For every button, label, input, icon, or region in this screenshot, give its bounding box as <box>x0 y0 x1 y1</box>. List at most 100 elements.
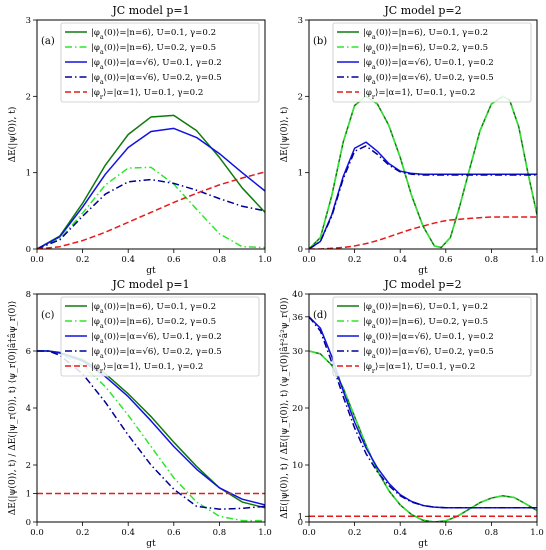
x-tick-label: 0.4 <box>121 528 135 538</box>
plot-frame <box>308 19 538 250</box>
y-tick-label: 2 <box>298 92 303 102</box>
x-tick-label: 0.0 <box>302 528 316 538</box>
x-tick-label: 0.2 <box>348 528 362 538</box>
legend-frame <box>332 296 532 377</box>
legend-frame <box>332 22 532 103</box>
x-axis-label: gt <box>418 266 428 276</box>
y-tick-label: 0 <box>298 245 303 255</box>
series-line-5 <box>309 216 537 249</box>
y-tick-label: 4 <box>26 404 31 414</box>
y-tick-label: 20 <box>292 404 303 414</box>
legend-label: |φa(0)⟩=|n=6⟩, U=0.2, γ=0.5 <box>91 42 216 56</box>
x-tick-label: 0.0 <box>30 255 44 265</box>
x-tick-label: 0.4 <box>393 255 407 265</box>
legend-label: |φr⟩=|α=1⟩, U=0.1, γ=0.2 <box>91 88 203 101</box>
panel-tag: (a) <box>41 36 55 47</box>
x-tick-label: 0.4 <box>121 255 135 265</box>
chart-panel-2: JC model p=2 0.0 0.2 0.4 0.6 0.8 1.0 0 1 2 3 gt ΔE(|… <box>279 4 544 276</box>
legend-label: |φa(0)⟩=|n=6⟩, U=0.1, γ=0.2 <box>91 27 216 41</box>
legend: |φa(0)⟩=|n=6⟩, U=0.1, γ=0.2|φa(0)⟩=|n=6⟩… <box>60 22 260 103</box>
plot-frame <box>36 19 266 250</box>
series-line-2 <box>309 350 537 522</box>
y-tick-label: 0 <box>298 518 303 528</box>
series-line-1 <box>309 350 537 522</box>
x-tick-label: 1.0 <box>258 255 272 265</box>
legend-label: |φr⟩=|α=1⟩, U=0.1, γ=0.2 <box>363 362 475 375</box>
x-tick-label: 0.2 <box>76 528 90 538</box>
chart-title: JC model p=1 <box>111 278 189 291</box>
chart-title: JC model p=2 <box>383 4 461 17</box>
y-axis-label: ΔE(|ψ(0)⟩, t) / ΔE(|ψ_r(0)⟩, t) ⟨ψ_r(0)|… <box>279 297 290 519</box>
series-line-2 <box>37 166 265 249</box>
y-tick-label: 3 <box>298 16 303 26</box>
series-line-3 <box>37 127 265 249</box>
y-tick-label: 8 <box>26 290 31 300</box>
legend: |φa(0)⟩=|n=6⟩, U=0.1, γ=0.2|φa(0)⟩=|n=6⟩… <box>332 296 532 377</box>
y-tick-label: 36 <box>292 313 303 323</box>
x-tick-label: 0.6 <box>167 528 181 538</box>
series-line-3 <box>37 350 265 506</box>
y-axis-label: ΔE(|ψ(0)⟩, t) / ΔE(|ψ_r(0)⟩, t) ⟨ψ_r(0)|… <box>7 301 18 515</box>
panel-tag: (b) <box>313 36 327 47</box>
x-axis-label: gt <box>418 539 428 549</box>
legend-frame <box>60 296 260 377</box>
series-line-4 <box>37 350 265 510</box>
legend: |φa(0)⟩=|n=6⟩, U=0.1, γ=0.2|φa(0)⟩=|n=6⟩… <box>60 296 260 377</box>
legend-label: |φa(0)⟩=|n=6⟩, U=0.1, γ=0.2 <box>363 301 488 315</box>
x-tick-label: 0.8 <box>213 255 227 265</box>
series-line-5 <box>37 171 265 249</box>
legend-frame <box>60 22 260 103</box>
y-tick-label: 1 <box>298 169 303 179</box>
panel-tag: (d) <box>313 310 327 321</box>
x-tick-label: 0.0 <box>30 528 44 538</box>
y-tick-label: 3 <box>26 16 31 26</box>
legend-label: |φa(0)⟩=|n=6⟩, U=0.2, γ=0.5 <box>91 316 216 330</box>
x-tick-label: 0.6 <box>439 255 453 265</box>
y-tick-label: 0 <box>26 245 31 255</box>
legend-label: |φa(0)⟩=|α=√6⟩, U=0.2, γ=0.5 <box>91 346 222 360</box>
chart-panel-1: JC model p=1 0.0 0.2 0.4 0.6 0.8 1.0 0 1 2 3 gt ΔE(|… <box>7 4 272 276</box>
legend-label: |φa(0)⟩=|n=6⟩, U=0.1, γ=0.2 <box>363 27 488 41</box>
x-tick-label: 0.4 <box>393 528 407 538</box>
x-tick-label: 0.2 <box>76 255 90 265</box>
x-tick-label: 0.0 <box>302 255 316 265</box>
y-tick-label: 6 <box>26 347 31 357</box>
x-tick-label: 0.8 <box>213 528 227 538</box>
legend-label: |φr⟩=|α=1⟩, U=0.1, γ=0.2 <box>91 362 203 375</box>
y-tick-label: 0 <box>26 518 31 528</box>
x-tick-label: 0.6 <box>439 528 453 538</box>
legend-label: |φr⟩=|α=1⟩, U=0.1, γ=0.2 <box>363 88 475 101</box>
series-line-3 <box>309 141 537 249</box>
legend: |φa(0)⟩=|n=6⟩, U=0.1, γ=0.2|φa(0)⟩=|n=6⟩… <box>332 22 532 103</box>
y-tick-label: 10 <box>292 461 303 471</box>
y-tick-label: 40 <box>292 290 303 300</box>
legend-label: |φa(0)⟩=|α=√6⟩, U=0.1, γ=0.2 <box>91 57 222 71</box>
y-tick-label: 30 <box>292 347 303 357</box>
x-axis-label: gt <box>146 539 156 549</box>
legend-label: |φa(0)⟩=|α=√6⟩, U=0.2, γ=0.5 <box>363 72 494 86</box>
y-axis-label: ΔE(|ψ(0)⟩, t) <box>7 107 18 163</box>
y-tick-label: 1 <box>26 169 31 179</box>
chart-panel-3: JC model p=1 0.0 0.2 0.4 0.6 0.8 1.0 0 1 2 4 6 8 gt ΔE… <box>7 278 272 549</box>
series-line-4 <box>37 178 265 249</box>
x-tick-label: 1.0 <box>530 255 544 265</box>
x-axis-label: gt <box>146 266 156 276</box>
legend-label: |φa(0)⟩=|α=√6⟩, U=0.1, γ=0.2 <box>363 331 494 345</box>
series-line-4 <box>309 145 537 249</box>
x-tick-label: 1.0 <box>530 528 544 538</box>
panel-tag: (c) <box>41 310 55 321</box>
series-line-1 <box>37 114 265 249</box>
chart-panel-4: JC model p=2 0.0 0.2 0.4 0.6 0.8 1.0 01 10 20 30 36… <box>279 278 544 549</box>
y-axis-label: ΔE(|ψ(0)⟩, t) <box>279 107 290 163</box>
legend-label: |φa(0)⟩=|n=6⟩, U=0.2, γ=0.5 <box>363 42 488 56</box>
x-tick-label: 0.8 <box>485 528 499 538</box>
legend-label: |φa(0)⟩=|α=√6⟩, U=0.2, γ=0.5 <box>363 346 494 360</box>
legend-label: |φa(0)⟩=|α=√6⟩, U=0.1, γ=0.2 <box>91 331 222 345</box>
y-tick-label: 1 <box>26 490 31 500</box>
x-tick-label: 0.8 <box>485 255 499 265</box>
y-tick-label: 1 <box>298 512 303 522</box>
legend-label: |φa(0)⟩=|n=6⟩, U=0.1, γ=0.2 <box>91 301 216 315</box>
chart-title: JC model p=2 <box>383 278 461 291</box>
legend-label: |φa(0)⟩=|α=√6⟩, U=0.1, γ=0.2 <box>363 57 494 71</box>
